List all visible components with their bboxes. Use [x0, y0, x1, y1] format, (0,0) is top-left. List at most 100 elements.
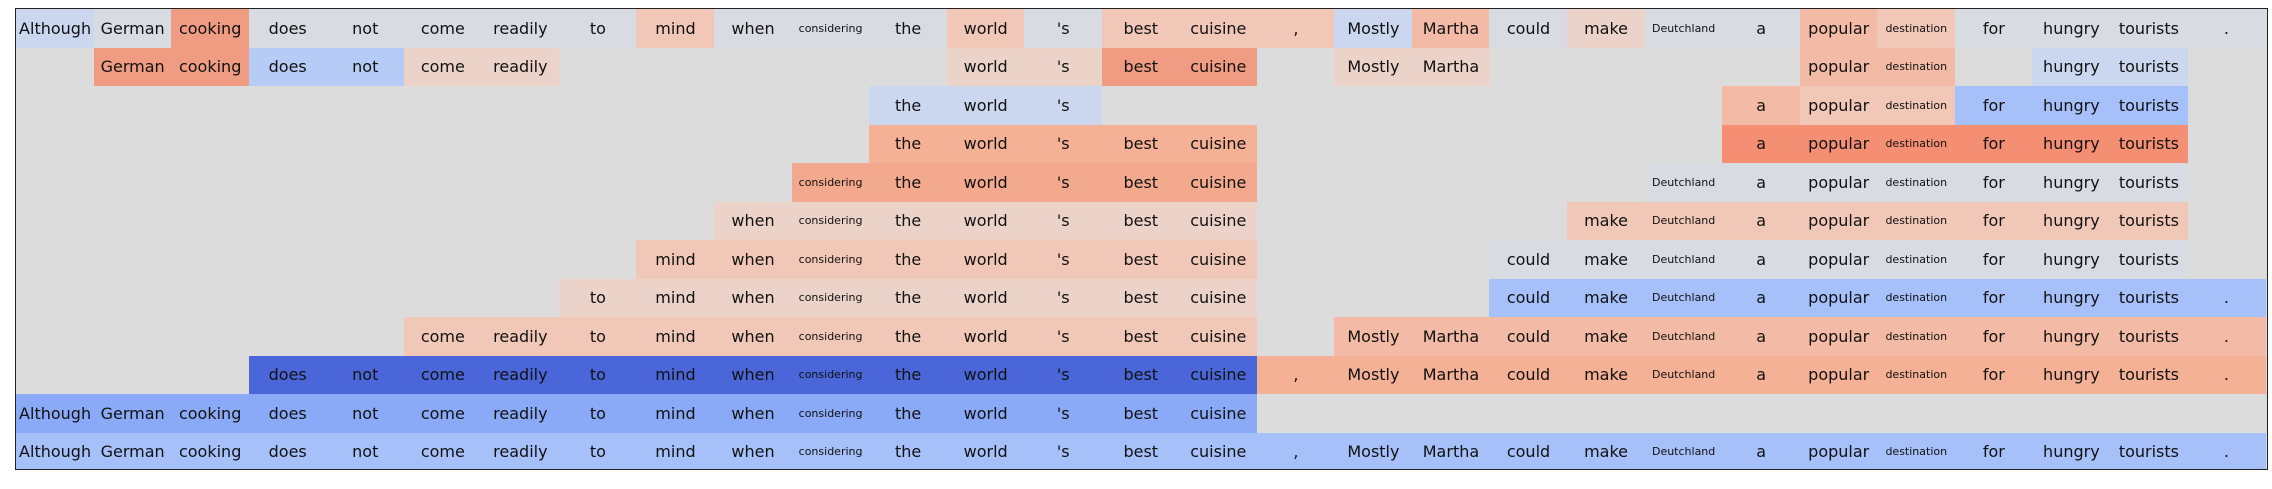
token-cell: world [946, 163, 1025, 202]
token-cell: best [1101, 278, 1180, 317]
token-cell: popular [1799, 86, 1878, 125]
token-cell: cuisine [1179, 355, 1258, 394]
token-cell: tourists [2109, 124, 2188, 163]
token-cell: world [946, 201, 1025, 240]
token-cell: for [1954, 355, 2033, 394]
token-cell: Martha [1411, 432, 1491, 469]
grid-row-7: to mind when considering the world's best cuisi… [16, 278, 2266, 317]
token-cell: a [1722, 163, 1801, 202]
token-cell: not [326, 47, 405, 86]
token-cell: Martha [1411, 47, 1491, 86]
token-cell: Although [16, 9, 95, 48]
token-cell: popular [1799, 163, 1878, 202]
grid-row-0: Although German cooking does not come readily t… [16, 9, 2266, 48]
token-cell: Deutchland [1644, 240, 1723, 279]
token-cell: does [248, 47, 327, 86]
token-cell: Deutchland [1644, 432, 1723, 469]
token-cell: world [946, 278, 1025, 317]
token-cell: readily [481, 47, 560, 86]
token-cell: a [1722, 86, 1801, 125]
token-cell: Mostly [1334, 432, 1413, 469]
token-cell: to [558, 278, 637, 317]
token-cell: Mostly [1334, 317, 1413, 356]
token-cell: destination [1877, 278, 1956, 317]
token-cell: considering [791, 163, 870, 202]
token-cell: for [1954, 278, 2033, 317]
grid-row-5: when considering the world's best cuisine make… [16, 201, 2265, 240]
token-attribution-grid: Although German cooking does not come readily t… [15, 8, 2268, 470]
token-cell: hungry [2032, 9, 2111, 48]
token-cell: destination [1877, 355, 1956, 394]
token-cell: cuisine [1179, 124, 1258, 163]
token-cell: could [1489, 9, 1568, 48]
token-cell: when [713, 9, 793, 48]
token-cell: considering [791, 317, 870, 356]
token-cell: mind [636, 240, 715, 279]
token-cell: . [2187, 355, 2266, 394]
token-cell: tourists [2109, 278, 2188, 317]
token-cell: tourists [2109, 201, 2188, 240]
token-cell: popular [1799, 278, 1878, 317]
token-cell: when [713, 432, 793, 469]
token-cell: best [1101, 9, 1180, 48]
token-cell: the [869, 317, 948, 356]
token-cell: not [326, 432, 405, 469]
token-cell: 's [1024, 278, 1103, 317]
token-cell: 's [1024, 47, 1103, 86]
token-cell: German [93, 9, 172, 48]
token-cell: tourists [2109, 163, 2188, 202]
grid-row-8: come readily to mind when considering the world… [16, 317, 2266, 356]
token-cell: not [326, 355, 405, 394]
token-cell: cooking [171, 394, 250, 433]
token-cell: Martha [1411, 317, 1491, 356]
token-cell: to [558, 394, 637, 433]
token-cell: does [248, 394, 327, 433]
token-cell: the [869, 394, 948, 433]
token-cell: destination [1877, 47, 1956, 86]
token-cell: Deutchland [1644, 317, 1723, 356]
token-cell: 's [1024, 355, 1103, 394]
token-cell: make [1567, 201, 1646, 240]
token-cell: the [869, 355, 948, 394]
grid-row-6: mind when considering the world's best cuisine… [16, 240, 2265, 279]
token-cell: German [93, 47, 172, 86]
token-cell: come [403, 432, 482, 469]
token-cell: best [1101, 394, 1180, 433]
token-cell: , [1256, 355, 1335, 394]
token-cell: a [1722, 124, 1801, 163]
token-cell: world [946, 240, 1025, 279]
grid-row-4: considering the world's best cuisine Deutchla… [16, 163, 2265, 202]
token-cell: cooking [171, 47, 250, 86]
token-cell: mind [636, 278, 715, 317]
token-cell: not [326, 394, 405, 433]
token-cell: hungry [2032, 317, 2111, 356]
token-cell: 's [1024, 317, 1103, 356]
token-cell: popular [1799, 9, 1878, 48]
token-cell: cuisine [1179, 432, 1258, 469]
token-cell: destination [1877, 124, 1956, 163]
token-cell: readily [481, 355, 560, 394]
token-cell: a [1722, 201, 1801, 240]
token-cell: Although [16, 432, 95, 469]
token-cell: for [1954, 163, 2033, 202]
token-cell: best [1101, 355, 1180, 394]
token-cell: popular [1799, 201, 1878, 240]
token-cell: best [1101, 124, 1180, 163]
token-cell: make [1567, 432, 1646, 469]
token-cell: . [2187, 317, 2266, 356]
token-cell: hungry [2032, 278, 2111, 317]
token-cell: for [1954, 124, 2033, 163]
token-cell: could [1489, 432, 1568, 469]
token-cell: come [403, 317, 482, 356]
token-cell: . [2187, 9, 2266, 48]
token-cell: cuisine [1179, 240, 1258, 279]
token-cell: , [1256, 432, 1335, 469]
token-cell: 's [1024, 86, 1103, 125]
token-cell: a [1722, 432, 1801, 469]
token-cell: best [1101, 432, 1180, 469]
token-cell: world [946, 9, 1025, 48]
token-cell: could [1489, 317, 1568, 356]
token-cell: for [1954, 432, 2033, 469]
token-cell: destination [1877, 9, 1956, 48]
token-cell: Martha [1411, 9, 1491, 48]
